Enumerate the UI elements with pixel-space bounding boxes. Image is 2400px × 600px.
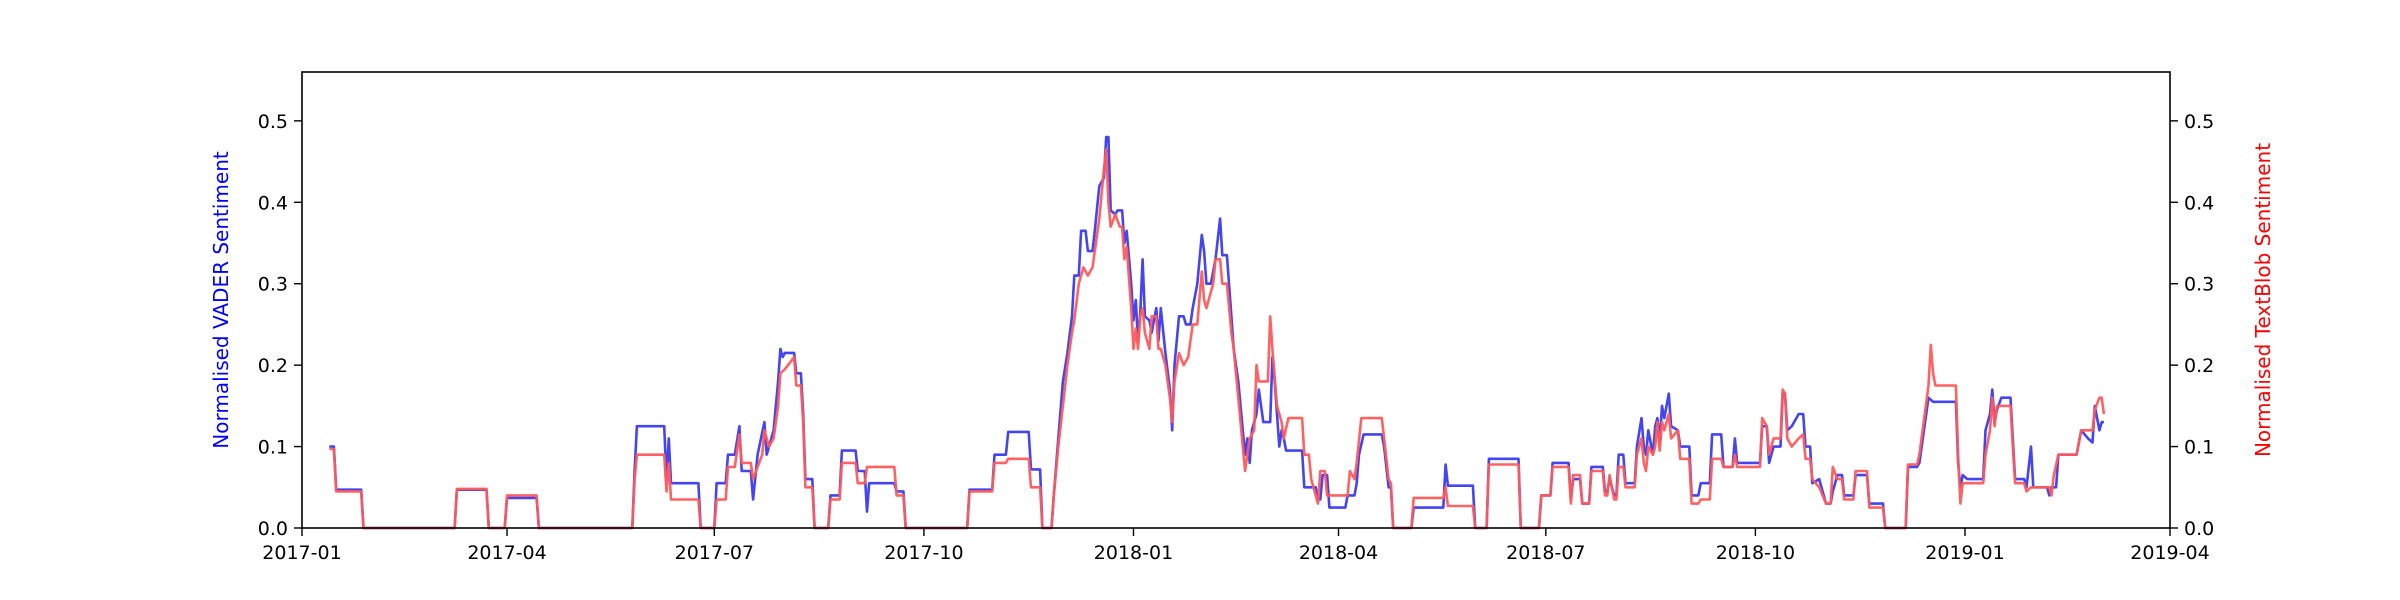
y-left-tick-label: 0.2 (258, 355, 288, 377)
y-axis-right-ticks: 0.0 0.1 0.2 0.3 0.4 0.5 (2170, 111, 2214, 540)
y-left-tick-label: 0.3 (258, 274, 288, 296)
x-tick-label: 2017-04 (467, 542, 546, 564)
y-right-tick-label: 0.3 (2184, 274, 2214, 296)
x-tick-label: 2018-10 (1716, 542, 1795, 564)
y-left-tick-label: 0.5 (258, 111, 288, 133)
x-tick-label: 2017-07 (675, 542, 754, 564)
y-right-tick-label: 0.2 (2184, 355, 2214, 377)
x-tick-label: 2017-01 (262, 542, 341, 564)
y-axis-left-title: Normalised VADER Sentiment (209, 151, 233, 449)
y-right-tick-label: 0.4 (2184, 192, 2214, 214)
x-tick-label: 2018-01 (1094, 542, 1173, 564)
series-line-1 (329, 135, 2104, 530)
y-axis-left-ticks: 0.0 0.1 0.2 0.3 0.4 0.5 (258, 111, 302, 540)
x-tick-label: 2018-04 (1299, 542, 1378, 564)
x-tick-label: 2019-01 (1925, 542, 2004, 564)
y-right-tick-label: 0.5 (2184, 111, 2214, 133)
x-tick-label: 2019-04 (2130, 542, 2209, 564)
x-tick-label: 2018-07 (1506, 542, 1585, 564)
y-right-tick-label: 0.0 (2184, 518, 2214, 540)
x-tick-label: 2017-10 (884, 542, 963, 564)
y-left-tick-label: 0.1 (258, 437, 288, 459)
plot-frame (301, 71, 2171, 529)
y-axis-right-title: Normalised TextBlob Sentiment (2251, 143, 2275, 457)
series-line-2 (329, 148, 2106, 530)
x-axis-ticks: 2017-01 2017-04 2017-07 2017-10 2018-01 2018-… (262, 528, 2210, 564)
series-layer (329, 135, 2106, 530)
y-right-tick-label: 0.1 (2184, 437, 2214, 459)
y-left-tick-label: 0.4 (258, 192, 288, 214)
y-left-tick-label: 0.0 (258, 518, 288, 540)
